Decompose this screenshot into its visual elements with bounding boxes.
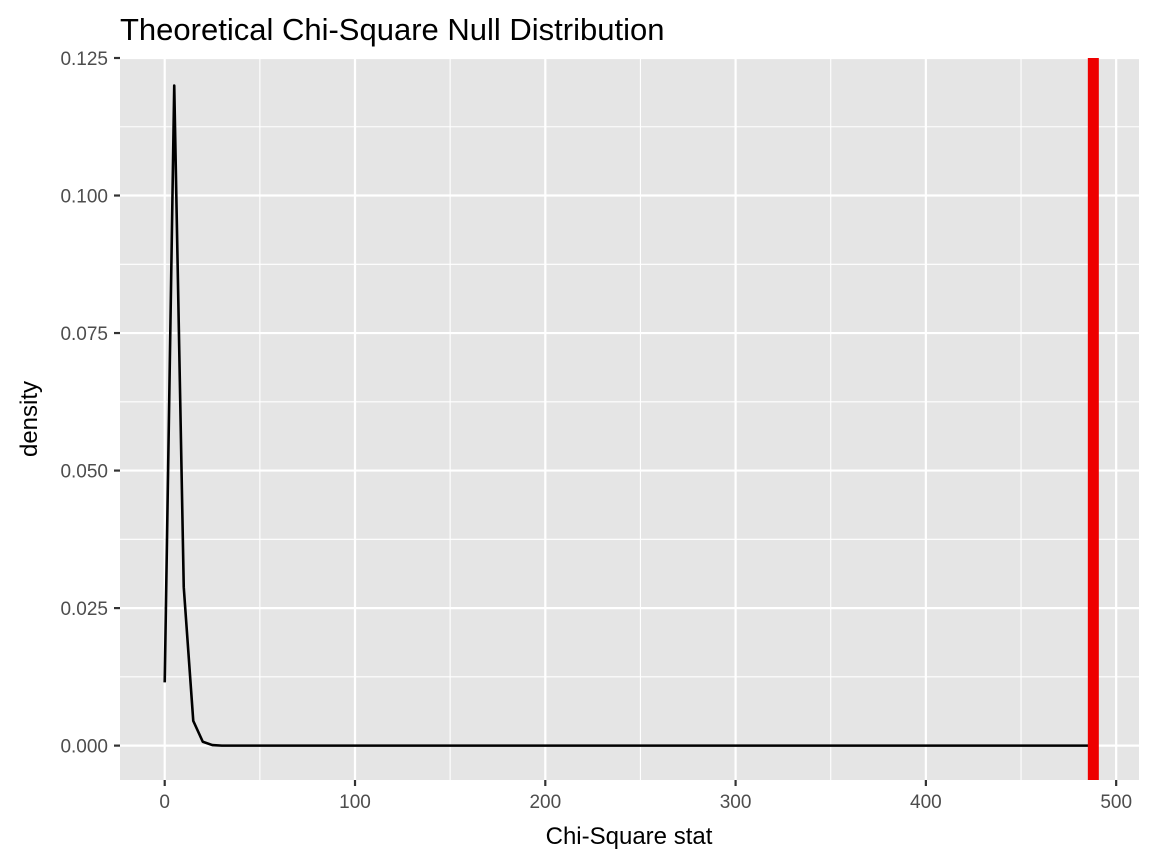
x-tick-label: 0 [159,792,170,813]
x-tick-label: 400 [910,792,942,813]
y-tick-label: 0.125 [60,49,108,70]
chart-title: Theoretical Chi-Square Null Distribution [120,12,664,47]
y-axis-title: density [16,381,43,457]
y-tick-label: 0.100 [60,187,108,208]
density-curve [163,84,1094,747]
y-tick-label: 0.050 [60,462,108,483]
x-tick-label: 300 [720,792,752,813]
x-axis: 0 100 200 300 400 500 [159,780,1132,813]
x-axis-title: Chi-Square stat [546,823,713,850]
series-layer [163,84,1094,747]
minor-gridlines [120,58,1139,780]
x-tick-label: 100 [339,792,371,813]
y-tick-label: 0.075 [60,324,108,345]
y-axis: 0.000 0.025 0.050 0.075 0.100 0.125 [60,49,120,758]
x-tick-label: 200 [529,792,561,813]
y-tick-label: 0.025 [60,599,108,620]
x-tick-label: 500 [1100,792,1132,813]
y-tick-label: 0.000 [60,737,108,758]
plot-panel [120,58,1139,780]
